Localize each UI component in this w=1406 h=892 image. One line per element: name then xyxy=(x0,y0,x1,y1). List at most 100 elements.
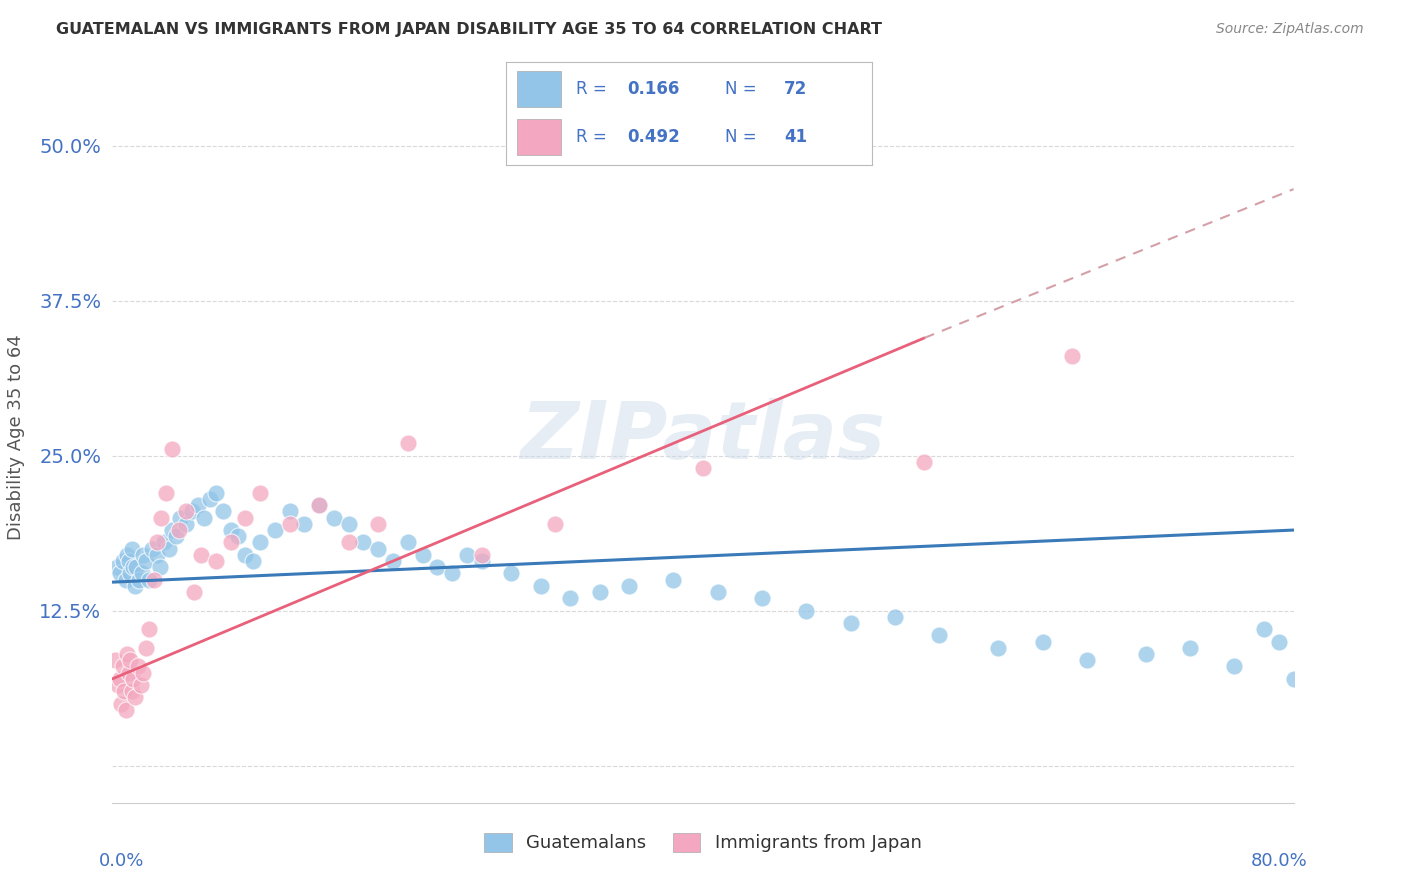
Text: N =: N = xyxy=(725,128,756,145)
Point xyxy=(1062,350,1084,364)
Point xyxy=(120,653,142,667)
Point xyxy=(796,604,818,618)
Point xyxy=(308,498,330,512)
Point xyxy=(662,573,685,587)
Point xyxy=(122,560,145,574)
Point xyxy=(441,566,464,581)
Point xyxy=(146,535,169,549)
Point xyxy=(205,554,228,568)
Point xyxy=(242,554,264,568)
Y-axis label: Disability Age 35 to 64: Disability Age 35 to 64 xyxy=(7,334,25,540)
Point xyxy=(118,554,141,568)
Point xyxy=(165,529,187,543)
Point xyxy=(110,697,132,711)
Text: 0.492: 0.492 xyxy=(627,128,679,145)
Point xyxy=(104,653,127,667)
Point xyxy=(141,541,163,556)
Text: 41: 41 xyxy=(785,128,807,145)
Point xyxy=(692,461,714,475)
Point xyxy=(278,516,301,531)
Point xyxy=(1076,653,1098,667)
Point xyxy=(120,566,142,581)
Text: R =: R = xyxy=(575,79,606,97)
Point xyxy=(264,523,287,537)
Point xyxy=(367,541,389,556)
Text: ZIPatlas: ZIPatlas xyxy=(520,398,886,476)
Point xyxy=(138,622,160,636)
Point xyxy=(108,566,131,581)
Point xyxy=(108,672,131,686)
Text: 72: 72 xyxy=(785,79,807,97)
FancyBboxPatch shape xyxy=(517,119,561,155)
Point xyxy=(118,665,141,680)
Point xyxy=(157,541,180,556)
Point xyxy=(352,535,374,549)
Text: N =: N = xyxy=(725,79,756,97)
Point xyxy=(205,486,228,500)
Point xyxy=(124,579,146,593)
Point xyxy=(111,554,134,568)
Point xyxy=(155,486,177,500)
Point xyxy=(544,516,567,531)
Text: 0.166: 0.166 xyxy=(627,79,679,97)
Point xyxy=(129,678,152,692)
Point xyxy=(127,659,149,673)
Point xyxy=(117,647,138,661)
Point xyxy=(160,523,183,537)
Text: Source: ZipAtlas.com: Source: ZipAtlas.com xyxy=(1216,22,1364,37)
Point xyxy=(153,535,176,549)
Point xyxy=(1135,647,1157,661)
Point xyxy=(150,510,173,524)
Point xyxy=(219,535,242,549)
Point xyxy=(987,640,1010,655)
Point xyxy=(190,548,212,562)
FancyBboxPatch shape xyxy=(517,70,561,106)
Point xyxy=(588,585,610,599)
Point xyxy=(135,554,157,568)
Text: 0.0%: 0.0% xyxy=(98,852,143,870)
Point xyxy=(1032,634,1054,648)
Point xyxy=(174,516,197,531)
Point xyxy=(112,684,135,698)
Point xyxy=(249,535,271,549)
Point xyxy=(187,498,209,512)
Point xyxy=(124,690,146,705)
Point xyxy=(323,510,346,524)
Point xyxy=(132,665,155,680)
Point xyxy=(456,548,478,562)
Point xyxy=(117,548,138,562)
Point xyxy=(928,628,950,642)
Point xyxy=(233,510,256,524)
Point xyxy=(167,523,190,537)
Point xyxy=(1268,634,1291,648)
Point xyxy=(367,516,389,531)
Point xyxy=(138,573,160,587)
Point xyxy=(111,659,134,673)
Point xyxy=(751,591,773,606)
Point xyxy=(169,510,191,524)
Point xyxy=(839,615,862,630)
Point xyxy=(146,548,169,562)
Text: GUATEMALAN VS IMMIGRANTS FROM JAPAN DISABILITY AGE 35 TO 64 CORRELATION CHART: GUATEMALAN VS IMMIGRANTS FROM JAPAN DISA… xyxy=(56,22,882,37)
Point xyxy=(105,560,128,574)
Point xyxy=(337,516,360,531)
Point xyxy=(212,504,235,518)
Point xyxy=(183,585,205,599)
Point xyxy=(884,610,907,624)
Legend: Guatemalans, Immigrants from Japan: Guatemalans, Immigrants from Japan xyxy=(477,826,929,860)
Point xyxy=(470,548,494,562)
Point xyxy=(382,554,405,568)
Point xyxy=(529,579,551,593)
Point xyxy=(121,684,143,698)
Point xyxy=(1223,659,1246,673)
Point xyxy=(181,504,204,518)
Point xyxy=(128,573,150,587)
Point xyxy=(121,541,143,556)
Point xyxy=(219,523,242,537)
Point xyxy=(1180,640,1202,655)
Point xyxy=(149,560,172,574)
Point xyxy=(122,672,145,686)
Point xyxy=(560,591,582,606)
Text: R =: R = xyxy=(575,128,606,145)
Point xyxy=(114,703,136,717)
